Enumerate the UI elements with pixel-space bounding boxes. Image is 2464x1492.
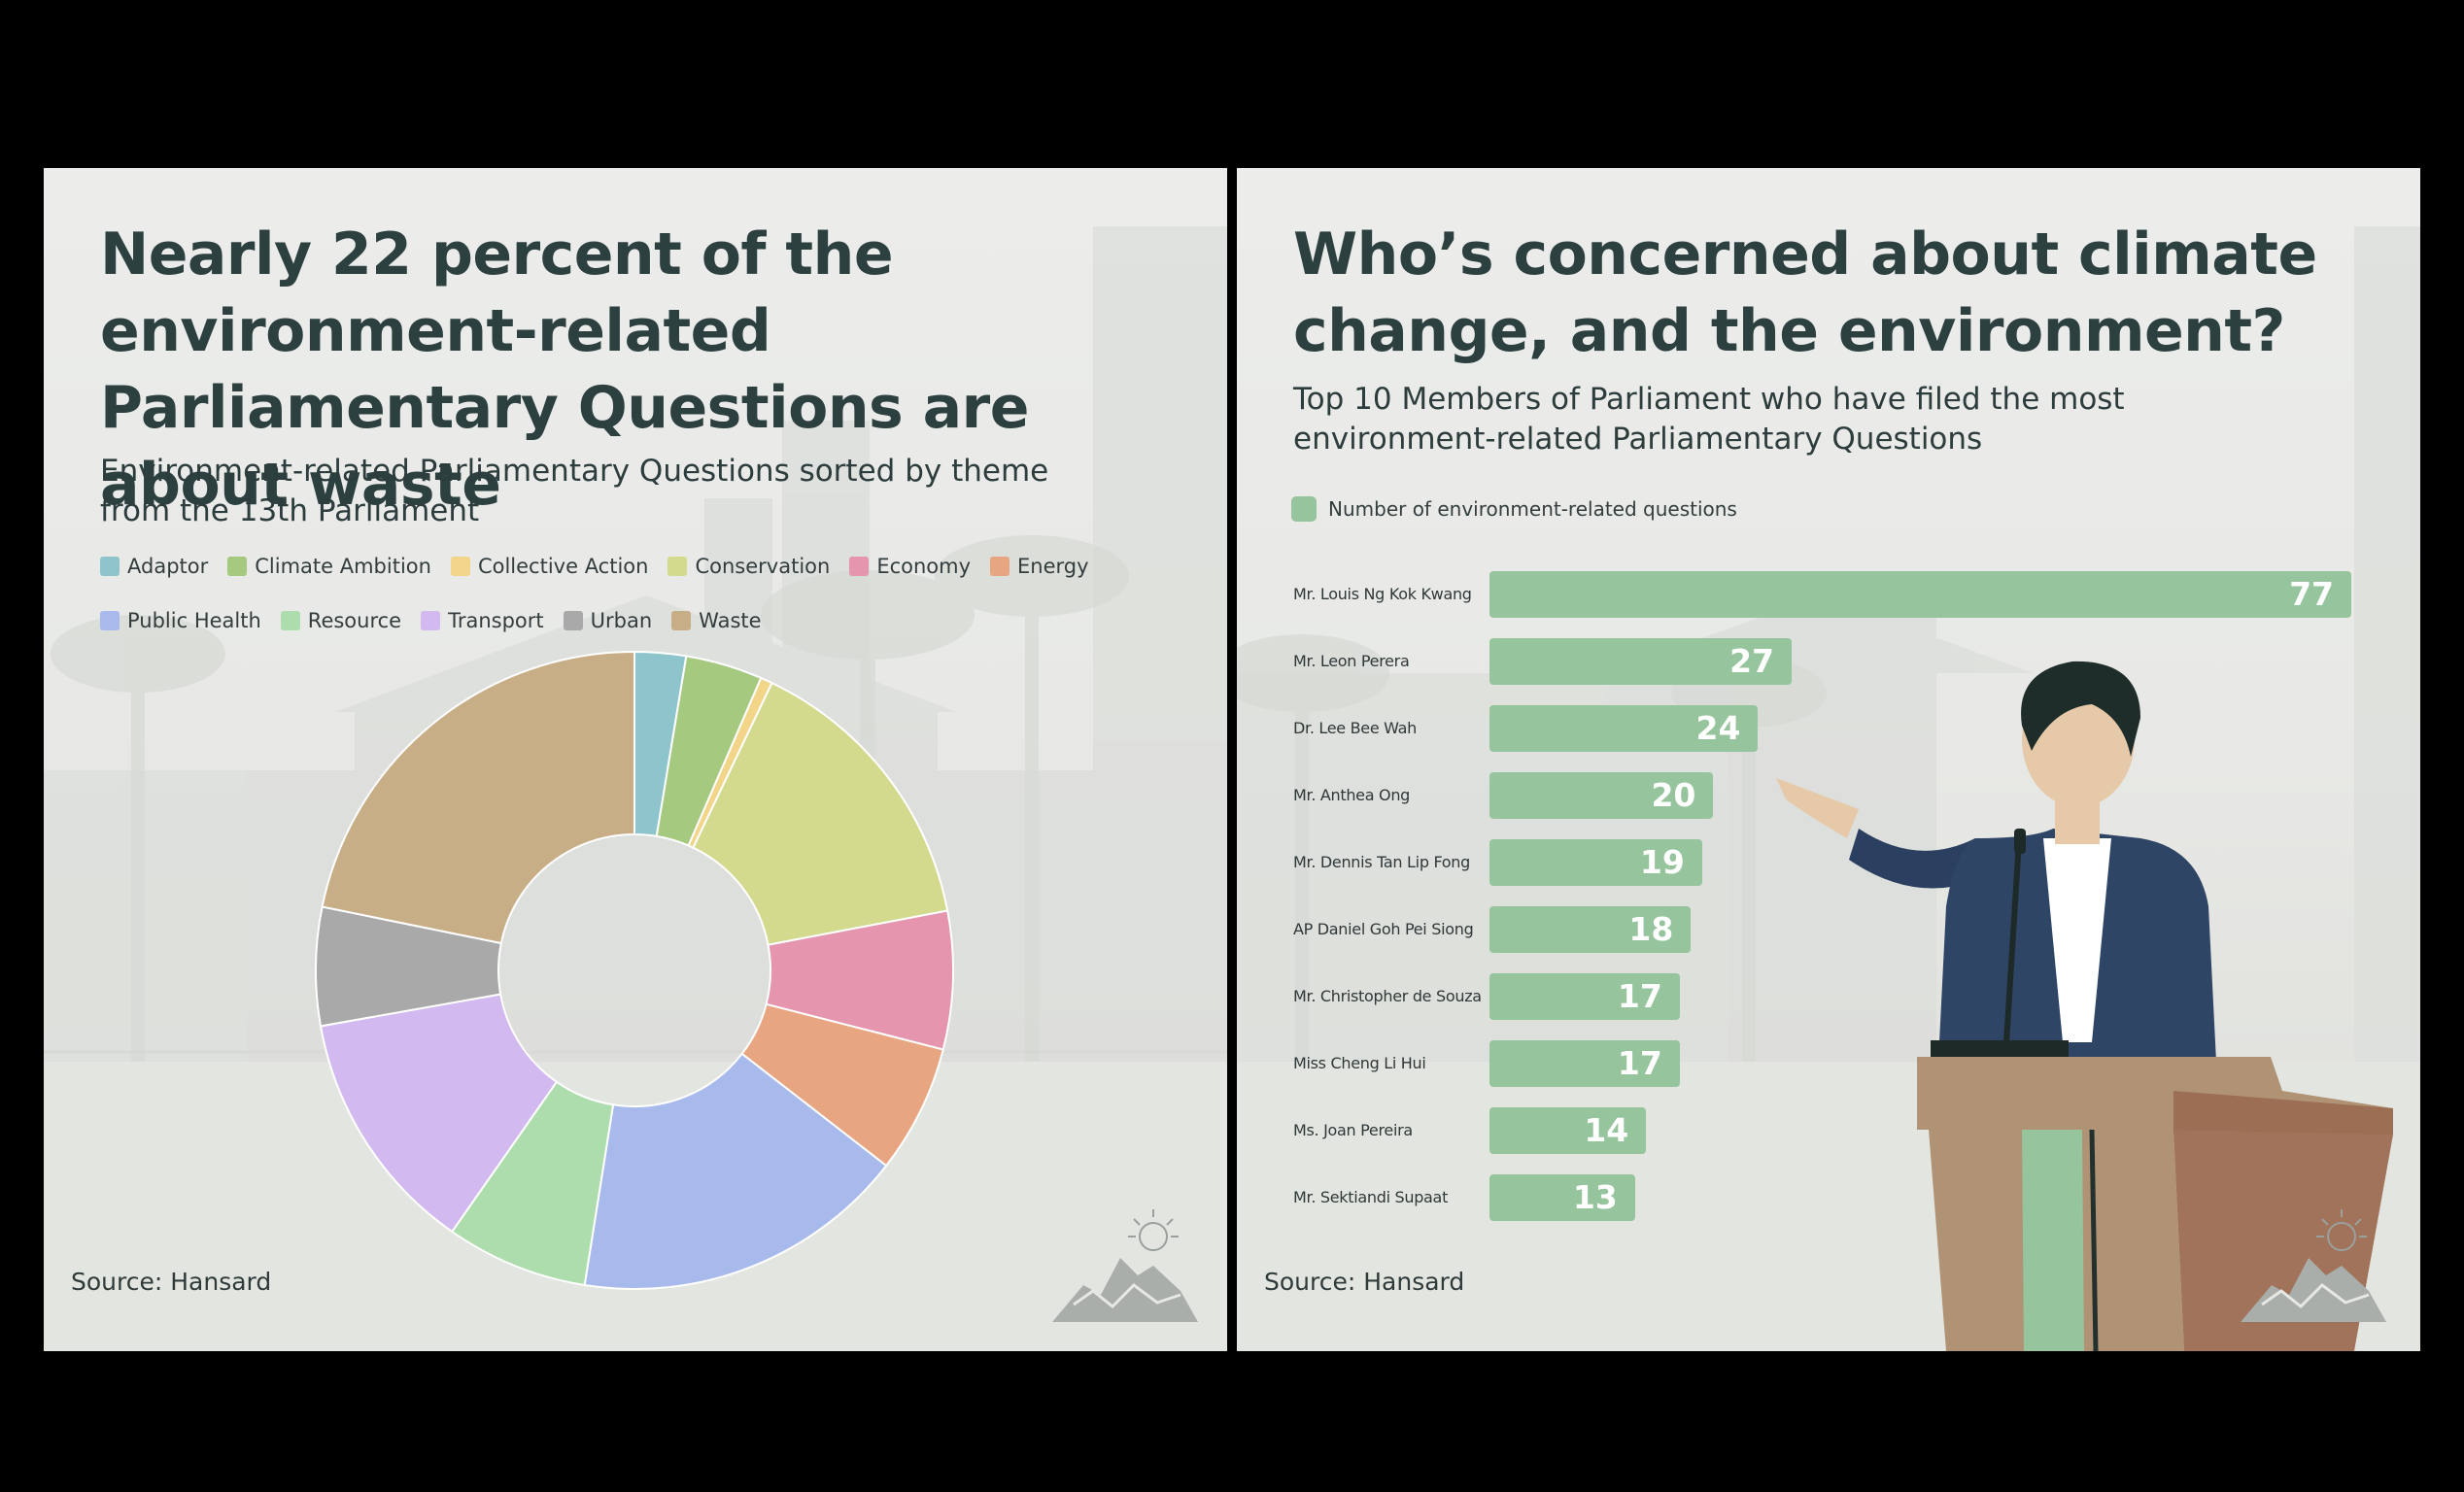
legend-label: Urban	[590, 609, 653, 632]
donut-slice-public-health	[583, 1052, 888, 1290]
legend-label: Number of environment-related questions	[1328, 497, 1737, 521]
legend-swatch	[667, 557, 688, 576]
legend-swatch	[227, 557, 248, 576]
bar: 27	[1489, 638, 1793, 685]
legend-item: Climate Ambition	[227, 553, 431, 580]
bar-category-label: Mr. Louis Ng Kok Kwang	[1293, 585, 1472, 603]
legend-label: Collective Action	[477, 555, 649, 578]
bar-category-label: Miss Cheng Li Hui	[1293, 1054, 1426, 1072]
bar-category-label: Mr. Christopher de Souza	[1293, 987, 1482, 1005]
mountain-sun-logo-icon	[2241, 1209, 2386, 1322]
legend-label: Energy	[1017, 555, 1089, 578]
bar-value-label: 20	[1651, 776, 1696, 814]
bar: 18	[1489, 906, 1692, 953]
bar-value-label: 18	[1628, 910, 1674, 948]
source-note: Source: Hansard	[1264, 1268, 1465, 1296]
bar-row: Dr. Lee Bee Wah 24	[1237, 705, 2420, 752]
bar-value-label: 14	[1584, 1111, 1629, 1149]
right-panel: Who’s concerned about climate change, an…	[1237, 168, 2420, 1351]
legend-item: Adaptor	[100, 553, 208, 580]
bar-category-label: Ms. Joan Pereira	[1293, 1121, 1413, 1139]
bar-category-label: Mr. Anthea Ong	[1293, 786, 1411, 804]
bar: 17	[1489, 973, 1680, 1020]
bar: 19	[1489, 839, 1702, 886]
bar-row: Miss Cheng Li Hui 17	[1237, 1040, 2420, 1087]
bar-category-label: Mr. Dennis Tan Lip Fong	[1293, 853, 1470, 871]
donut-chart	[315, 650, 954, 1290]
bar-value-label: 77	[2289, 575, 2334, 613]
bar-row: Mr. Louis Ng Kok Kwang 77	[1237, 571, 2420, 618]
speaker-at-podium-illustration	[1776, 661, 2393, 1351]
legend-item: Conservation	[667, 553, 830, 580]
legend-label: Waste	[699, 609, 762, 632]
legend-item: Collective Action	[450, 553, 649, 580]
donut-slice-waste	[321, 650, 635, 945]
bar: 14	[1489, 1107, 1647, 1154]
legend-label: Transport	[448, 609, 544, 632]
bar-category-label: Mr. Sektiandi Supaat	[1293, 1188, 1449, 1206]
legend-swatch	[849, 557, 870, 576]
chart-title: Who’s concerned about climate change, an…	[1293, 220, 2317, 365]
bar-value-label: 17	[1617, 1044, 1662, 1082]
legend-swatch	[421, 611, 441, 630]
chart-subtitle: Environment-related Parliamentary Questi…	[100, 454, 1049, 528]
bar-value-label: 17	[1617, 977, 1662, 1015]
legend-swatch	[990, 557, 1010, 576]
chart-subtitle: Top 10 Members of Parliament who have fi…	[1293, 382, 2125, 457]
legend-label: Climate Ambition	[255, 555, 431, 578]
bar: 24	[1489, 705, 1759, 752]
bar-row: Mr. Anthea Ong 20	[1237, 772, 2420, 819]
source-note: Source: Hansard	[71, 1268, 272, 1296]
legend-label: Resource	[307, 609, 402, 632]
bar-row: Ms. Joan Pereira 14	[1237, 1107, 2420, 1154]
bar-row: Mr. Dennis Tan Lip Fong 19	[1237, 839, 2420, 886]
legend-swatch	[450, 557, 470, 576]
legend-item: Waste	[671, 607, 762, 634]
bar-value-label: 24	[1695, 709, 1741, 747]
legend-swatch	[1291, 496, 1317, 522]
mountain-sun-logo-icon	[1052, 1209, 1198, 1322]
bar-value-label: 27	[1729, 642, 1775, 680]
legend-swatch	[100, 611, 120, 630]
bar-category-label: Mr. Leon Perera	[1293, 652, 1410, 670]
bar: 77	[1489, 571, 2351, 618]
bar-row: Mr. Christopher de Souza 17	[1237, 973, 2420, 1020]
bar-category-label: Dr. Lee Bee Wah	[1293, 719, 1418, 737]
bar-row: AP Daniel Goh Pei Siong 18	[1237, 906, 2420, 953]
legend-swatch	[280, 611, 300, 630]
legend-item: Urban	[563, 607, 653, 634]
legend-label: Economy	[876, 555, 972, 578]
bar: 20	[1489, 772, 1714, 819]
bar-row: Mr. Leon Perera 27	[1237, 638, 2420, 685]
legend-item: Resource	[280, 607, 402, 634]
donut-slice-transport	[319, 993, 559, 1234]
legend-swatch	[671, 611, 692, 630]
bar-legend: Number of environment-related questions	[1291, 496, 1737, 522]
legend-label: Adaptor	[127, 555, 209, 578]
bar: 17	[1489, 1040, 1680, 1087]
chart-title: Nearly 22 percent of the environment-rel…	[100, 220, 1029, 519]
bar-value-label: 19	[1639, 843, 1685, 881]
bar: 13	[1489, 1174, 1635, 1221]
donut-slice-conservation	[692, 681, 949, 946]
bar-category-label: AP Daniel Goh Pei Siong	[1293, 920, 1474, 938]
legend-item: Transport	[421, 607, 544, 634]
bar-row: Mr. Sektiandi Supaat 13	[1237, 1174, 2420, 1221]
legend-item: Economy	[849, 553, 971, 580]
legend-swatch	[563, 611, 583, 630]
bar-value-label: 13	[1572, 1178, 1618, 1216]
legend-item: Public Health	[100, 607, 261, 634]
legend-item: Energy	[990, 553, 1089, 580]
legend-swatch	[100, 557, 120, 576]
left-panel: Nearly 22 percent of the environment-rel…	[44, 168, 1227, 1351]
pie-legend: Adaptor Climate Ambition Collective Action…	[100, 553, 1188, 634]
legend-label: Conservation	[695, 555, 831, 578]
legend-label: Public Health	[127, 609, 261, 632]
